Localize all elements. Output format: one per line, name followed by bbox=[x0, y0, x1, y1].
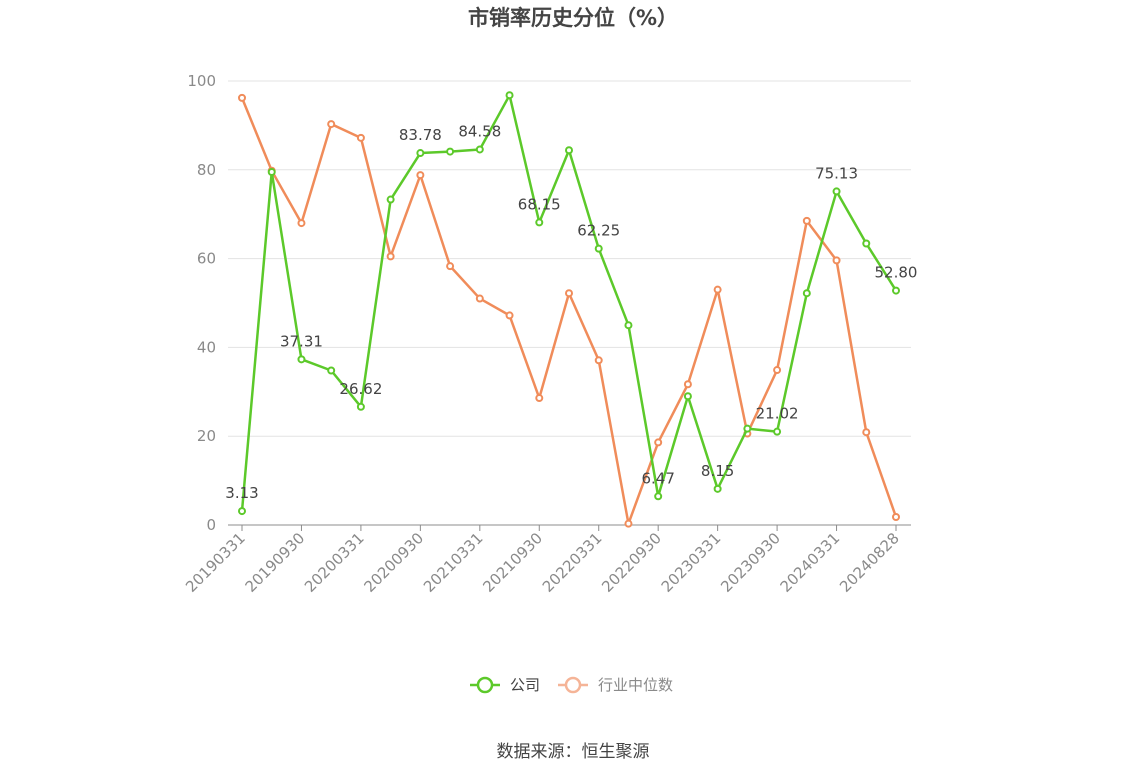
data-point[interactable] bbox=[416, 171, 425, 180]
data-point[interactable] bbox=[297, 219, 306, 228]
data-point[interactable] bbox=[713, 285, 722, 294]
data-point[interactable] bbox=[773, 366, 782, 375]
data-point[interactable] bbox=[743, 424, 752, 433]
series-line bbox=[240, 97, 898, 525]
x-tick-label: 20240331 bbox=[777, 529, 844, 596]
data-point[interactable] bbox=[862, 428, 871, 437]
data-point[interactable] bbox=[267, 168, 276, 177]
data-label: 8.15 bbox=[701, 462, 734, 480]
data-point[interactable] bbox=[654, 438, 663, 447]
data-point[interactable] bbox=[238, 93, 246, 102]
legend-item[interactable]: 行业中位数 bbox=[558, 676, 673, 694]
data-point[interactable] bbox=[327, 366, 336, 375]
data-point[interactable] bbox=[416, 149, 425, 158]
x-tick-label: 20190930 bbox=[242, 529, 309, 596]
data-point[interactable] bbox=[594, 244, 603, 253]
data-point[interactable] bbox=[862, 239, 871, 248]
x-tick-label: 20220331 bbox=[539, 529, 606, 596]
data-point[interactable] bbox=[505, 91, 514, 100]
data-point[interactable] bbox=[386, 195, 395, 204]
x-tick-label: 20200930 bbox=[360, 529, 427, 596]
data-point[interactable] bbox=[832, 187, 841, 196]
data-label: 62.25 bbox=[577, 222, 620, 240]
data-point[interactable] bbox=[565, 146, 573, 155]
y-tick-label: 40 bbox=[197, 338, 216, 356]
data-point[interactable] bbox=[327, 120, 336, 129]
data-point[interactable] bbox=[565, 289, 573, 298]
source-note: 数据来源：恒生聚源 bbox=[497, 742, 650, 762]
data-point[interactable] bbox=[892, 286, 900, 295]
legend-item[interactable]: 公司 bbox=[470, 676, 540, 694]
data-label: 68.15 bbox=[518, 195, 561, 213]
data-label: 21.02 bbox=[756, 405, 799, 423]
y-tick-label: 0 bbox=[206, 516, 216, 534]
data-label: 3.13 bbox=[225, 484, 258, 502]
chart-title: 市销率历史分位（%） bbox=[468, 6, 678, 30]
data-point[interactable] bbox=[683, 380, 692, 389]
legend-label: 公司 bbox=[510, 676, 540, 694]
data-point[interactable] bbox=[238, 507, 246, 516]
series-line bbox=[240, 93, 898, 512]
data-point[interactable] bbox=[654, 492, 663, 501]
x-tick-label: 20240828 bbox=[836, 529, 903, 596]
y-tick-label: 60 bbox=[197, 250, 216, 268]
gridlines bbox=[228, 80, 911, 437]
data-point[interactable] bbox=[624, 321, 633, 330]
x-tick-label: 20230331 bbox=[658, 529, 725, 596]
x-tick-label: 20200331 bbox=[301, 529, 368, 596]
data-point[interactable] bbox=[446, 262, 455, 271]
data-point[interactable] bbox=[535, 218, 544, 227]
data-point[interactable] bbox=[475, 145, 484, 154]
x-tick-label: 20210331 bbox=[420, 529, 487, 596]
y-axis: 0 20 40 60 80 100 bbox=[187, 72, 216, 534]
x-tick-label: 20230930 bbox=[717, 529, 784, 596]
x-tick-label: 20190331 bbox=[182, 529, 249, 596]
data-labels: 3.13 37.31 26.62 83.78 84.58 68.15 62.25 6.47 8.… bbox=[225, 122, 917, 502]
data-point[interactable] bbox=[832, 256, 841, 265]
legend-marker-icon bbox=[564, 676, 582, 694]
data-point[interactable] bbox=[535, 394, 544, 403]
data-label: 75.13 bbox=[815, 164, 858, 182]
data-point[interactable] bbox=[356, 402, 365, 411]
x-tick-label: 20220930 bbox=[598, 529, 665, 596]
data-point[interactable] bbox=[505, 311, 514, 320]
data-label: 37.31 bbox=[280, 332, 323, 350]
legend[interactable]: 公司 行业中位数 bbox=[470, 676, 673, 694]
y-tick-label: 20 bbox=[197, 427, 216, 445]
data-point[interactable] bbox=[713, 484, 722, 493]
x-tick-label: 20210930 bbox=[479, 529, 546, 596]
data-point[interactable] bbox=[446, 147, 455, 156]
data-label: 6.47 bbox=[641, 469, 674, 487]
data-point[interactable] bbox=[356, 133, 365, 142]
data-point[interactable] bbox=[386, 252, 395, 261]
series-company bbox=[238, 91, 900, 516]
data-point[interactable] bbox=[683, 392, 692, 401]
data-point[interactable] bbox=[594, 356, 603, 365]
data-point[interactable] bbox=[475, 294, 484, 303]
data-point[interactable] bbox=[802, 216, 811, 225]
series-industry-median bbox=[238, 93, 900, 528]
data-point[interactable] bbox=[297, 355, 306, 364]
x-axis: 2019033120190930202003312020093020210331… bbox=[182, 524, 911, 596]
data-label: 52.80 bbox=[875, 264, 918, 282]
data-point[interactable] bbox=[892, 513, 900, 522]
series-layer bbox=[238, 91, 900, 528]
y-tick-label: 100 bbox=[187, 72, 216, 90]
legend-marker-icon bbox=[476, 676, 494, 694]
data-point[interactable] bbox=[773, 427, 782, 436]
y-tick-label: 80 bbox=[197, 161, 216, 179]
data-point[interactable] bbox=[624, 519, 633, 528]
data-label: 84.58 bbox=[458, 122, 501, 140]
data-label: 26.62 bbox=[339, 380, 382, 398]
data-label: 83.78 bbox=[399, 126, 442, 144]
legend-label: 行业中位数 bbox=[598, 676, 673, 694]
data-point[interactable] bbox=[802, 289, 811, 298]
